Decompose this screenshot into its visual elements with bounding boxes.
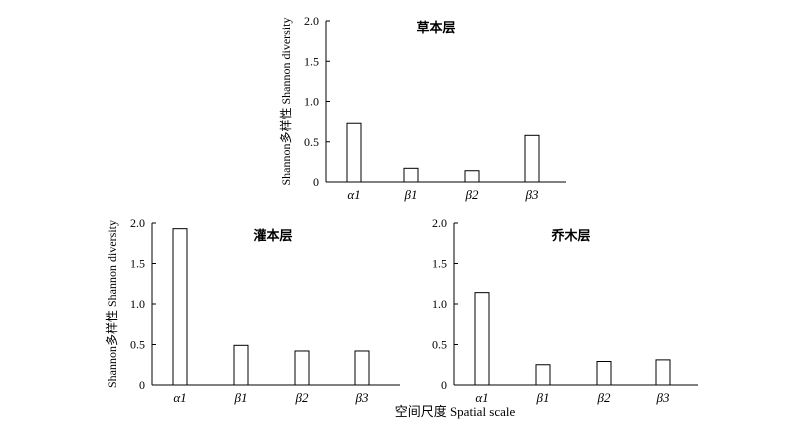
y-tick-label: 1.5: [304, 54, 319, 68]
x-tick-label: α1: [173, 390, 186, 405]
bar-2: [233, 344, 249, 386]
x-tick-label: β3: [656, 390, 670, 405]
x-tick-label: β1: [234, 390, 248, 405]
y-tick-label: 1.5: [432, 257, 447, 271]
bar-2: [403, 167, 419, 183]
y-tick-label: 0: [441, 378, 447, 392]
bar-1: [172, 228, 188, 386]
y-axis-label: Shannon多样性 Shannon diversity: [104, 220, 119, 388]
panel-title: 灌本层: [253, 228, 292, 244]
x-tick-label: β2: [465, 187, 479, 202]
bar-4: [354, 350, 370, 386]
y-tick-label: 2.0: [432, 216, 447, 230]
x-tick-label: β2: [597, 390, 611, 405]
y-tick-label: 2.0: [130, 216, 145, 230]
y-tick-label: 1.0: [432, 297, 447, 311]
bar-4: [524, 134, 540, 183]
shared-x-axis-label: 空间尺度 Spatial scale: [395, 404, 516, 419]
x-tick-label: β3: [355, 390, 369, 405]
bar-1: [474, 292, 490, 386]
panel-title: 乔木层: [550, 228, 590, 244]
x-tick-label: β3: [525, 187, 539, 202]
bar-3: [294, 350, 310, 386]
y-tick-label: 0.5: [130, 338, 145, 352]
x-tick-label: β2: [295, 390, 309, 405]
x-tick-label: β1: [536, 390, 550, 405]
x-tick-label: β1: [404, 187, 418, 202]
bar-3: [464, 170, 480, 183]
y-tick-label: 1.0: [304, 95, 319, 109]
bar-4: [655, 359, 671, 386]
y-tick-label: 2.0: [304, 14, 319, 28]
bar-2: [535, 364, 551, 386]
y-axis-label: Shannon多样性 Shannon diversity: [278, 18, 293, 186]
x-tick-label: α1: [475, 390, 488, 405]
y-tick-label: 0.5: [304, 135, 319, 149]
y-tick-label: 0.5: [432, 338, 447, 352]
y-tick-label: 0: [139, 378, 145, 392]
y-tick-label: 1.5: [130, 257, 145, 271]
bar-1: [346, 122, 362, 183]
y-tick-label: 1.0: [130, 297, 145, 311]
panel-title: 草本层: [416, 20, 455, 36]
bar-3: [596, 361, 612, 386]
y-tick-label: 0: [313, 175, 319, 189]
x-tick-label: α1: [347, 187, 360, 202]
